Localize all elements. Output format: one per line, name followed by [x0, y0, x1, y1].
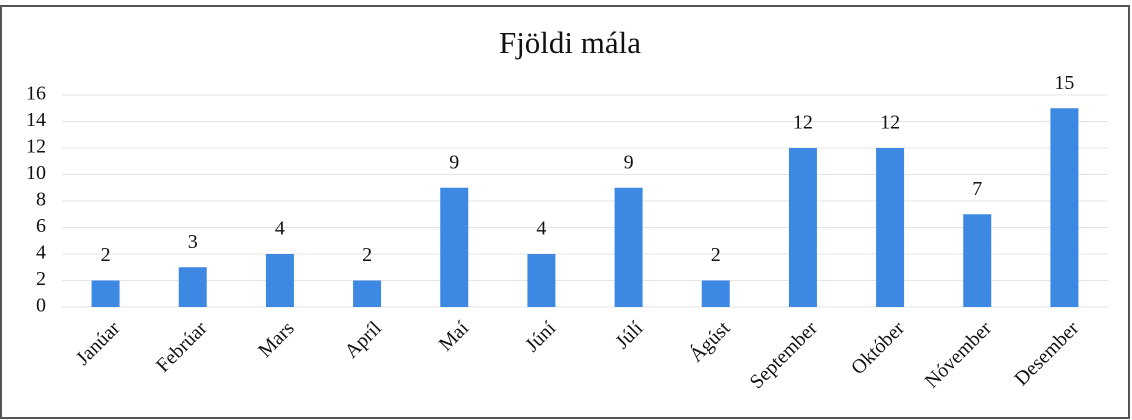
bar [1050, 108, 1079, 307]
y-tick-label: 10 [26, 162, 46, 184]
data-label: 9 [449, 151, 459, 173]
y-tick-label: 8 [36, 189, 46, 211]
chart-border [0, 5, 1130, 419]
data-label: 4 [275, 218, 285, 240]
y-tick-label: 6 [36, 215, 46, 237]
bar [265, 254, 294, 307]
data-label: 2 [101, 244, 111, 266]
bar [353, 280, 382, 307]
data-label: 2 [362, 244, 372, 266]
chart-title: Fjöldi mála [499, 25, 641, 60]
bar [91, 280, 120, 307]
y-tick-label: 16 [26, 83, 46, 105]
data-label: 12 [793, 112, 813, 134]
bar [788, 148, 817, 307]
bar [527, 254, 556, 307]
data-label: 15 [1054, 72, 1074, 94]
bar [876, 148, 905, 307]
y-tick-label: 0 [36, 295, 46, 317]
bar [701, 280, 730, 307]
bar [440, 187, 469, 307]
y-tick-label: 2 [36, 268, 46, 290]
bar [963, 214, 992, 307]
bar [178, 267, 207, 307]
data-label: 12 [880, 112, 900, 134]
data-label: 7 [972, 178, 982, 200]
y-tick-label: 12 [26, 136, 46, 158]
y-tick-label: 4 [36, 242, 46, 264]
data-label: 3 [188, 231, 198, 253]
data-label: 4 [536, 218, 546, 240]
bar [614, 187, 643, 307]
data-label: 2 [711, 244, 721, 266]
data-label: 9 [624, 151, 634, 173]
y-tick-label: 14 [26, 109, 46, 131]
